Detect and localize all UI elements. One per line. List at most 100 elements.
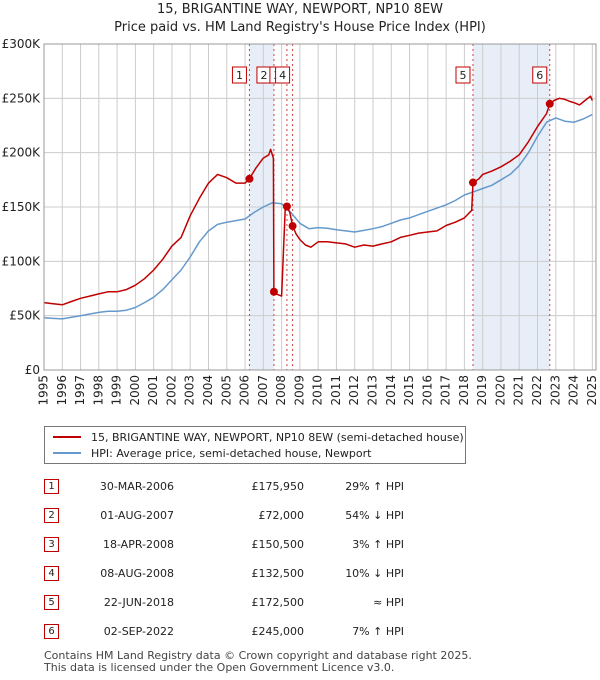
sale-point <box>545 99 554 108</box>
x-tick-label: 2025 <box>585 375 599 406</box>
x-tick-label: 1999 <box>110 375 124 406</box>
sale-label: 5 <box>459 69 466 82</box>
x-tick-label: 2002 <box>164 375 178 406</box>
sale-label-box <box>231 66 247 84</box>
x-tick-label: 2005 <box>219 375 233 406</box>
sale-number-badge: 5 <box>44 595 59 610</box>
sale-date: 02-SEP-2022 <box>103 625 174 638</box>
grid-layer <box>43 43 596 371</box>
sale-date: 01-AUG-2007 <box>100 509 174 522</box>
y-tick-label: £0 <box>25 363 40 377</box>
x-tick-label: 2021 <box>512 375 526 406</box>
x-tick-label: 2015 <box>402 375 416 406</box>
sale-hpi-diff: 7% ↑ HPI <box>352 625 404 638</box>
sale-number-badge: 3 <box>44 537 59 552</box>
sale-number-badge: 6 <box>44 624 59 639</box>
legend-label-property: 15, BRIGANTINE WAY, NEWPORT, NP10 8EW (s… <box>91 430 464 444</box>
sale-date: 30-MAR-2006 <box>99 480 174 493</box>
sale-point <box>282 202 291 211</box>
sale-number-badge: 1 <box>44 479 59 494</box>
x-tick-label: 2009 <box>292 375 306 406</box>
sale-label: 6 <box>536 69 543 82</box>
x-tick-label: 2000 <box>128 375 142 406</box>
x-tick-label: 2010 <box>311 375 325 406</box>
sale-point <box>269 287 278 296</box>
footer-licence: This data is licensed under the Open Gov… <box>44 661 395 674</box>
sale-date: 22-JUN-2018 <box>103 596 174 609</box>
y-tick-label: £250K <box>2 91 42 105</box>
sale-number-badge: 4 <box>44 566 59 581</box>
table-row: 6 02-SEP-2022 £245,000 7% ↑ HPI <box>44 617 404 646</box>
sale-hpi-diff: 10% ↓ HPI <box>345 567 404 580</box>
legend-label-hpi: HPI: Average price, semi-detached house,… <box>91 446 372 460</box>
x-tick-label: 2022 <box>530 375 544 406</box>
sale-point <box>288 222 297 231</box>
sale-hpi-diff: 54% ↓ HPI <box>345 509 404 522</box>
x-tick-label: 1998 <box>91 375 105 406</box>
x-tick-label: 2017 <box>439 375 453 406</box>
sale-price: £245,000 <box>251 625 305 638</box>
x-tick-label: 1997 <box>73 375 87 406</box>
legend-item-property: 15, BRIGANTINE WAY, NEWPORT, NP10 8EW (s… <box>53 429 464 445</box>
sale-label: 2 <box>260 69 267 82</box>
sale-price: £132,500 <box>251 567 305 580</box>
sale-point <box>245 174 254 183</box>
sale-label-box <box>455 66 471 84</box>
sale-point <box>468 178 477 187</box>
x-tick-label: 2016 <box>420 375 434 406</box>
plot-frame <box>43 43 597 371</box>
x-tick-label: 1996 <box>55 375 69 406</box>
sale-price: £175,950 <box>251 480 305 493</box>
x-tick-label: 2004 <box>201 375 215 406</box>
price-chart: 123456 £0£50K£100K£150K£200K£250K£300K19… <box>2 37 599 406</box>
x-tick-label: 2007 <box>256 375 270 406</box>
sale-hpi-diff: 29% ↑ HPI <box>345 480 404 493</box>
sale-number-badge: 2 <box>44 508 59 523</box>
sale-price: £150,500 <box>251 538 305 551</box>
x-tick-label: 2014 <box>384 375 398 406</box>
x-tick-label: 2006 <box>238 375 252 406</box>
sale-hpi-diff: 3% ↑ HPI <box>352 538 404 551</box>
sale-price: £172,500 <box>251 596 305 609</box>
x-tick-label: 2013 <box>366 375 380 406</box>
x-tick-label: 2003 <box>183 375 197 406</box>
x-tick-label: 2024 <box>567 375 581 406</box>
x-tick-label: 2008 <box>274 375 288 406</box>
table-row: 5 22-JUN-2018 £172,500 ≈ HPI <box>44 588 404 617</box>
table-row: 4 08-AUG-2008 £132,500 10% ↓ HPI <box>44 559 404 588</box>
sale-label-box <box>275 66 291 84</box>
x-tick-label: 2011 <box>329 375 343 406</box>
sale-price: £72,000 <box>258 509 305 522</box>
x-tick-label: 1995 <box>37 375 51 406</box>
sale-date: 18-APR-2008 <box>102 538 174 551</box>
sale-date: 08-AUG-2008 <box>100 567 174 580</box>
table-row: 2 01-AUG-2007 £72,000 54% ↓ HPI <box>44 501 404 530</box>
sale-hpi-diff: ≈ HPI <box>373 596 404 609</box>
hpi-line <box>43 113 593 320</box>
sale-label: 4 <box>279 69 286 82</box>
legend-item-hpi: HPI: Average price, semi-detached house,… <box>53 445 371 461</box>
x-tick-label: 2018 <box>457 375 471 406</box>
chart-title: 15, BRIGANTINE WAY, NEWPORT, NP10 8EW <box>156 2 444 17</box>
legend: 15, BRIGANTINE WAY, NEWPORT, NP10 8EW (s… <box>44 426 466 464</box>
series-layer <box>43 95 593 320</box>
y-tick-label: £200K <box>2 146 42 160</box>
x-tick-label: 2012 <box>347 375 361 406</box>
x-tick-label: 2023 <box>548 375 562 406</box>
legend-swatch-property <box>53 436 81 438</box>
table-row: 1 30-MAR-2006 £175,950 29% ↑ HPI <box>44 472 404 501</box>
x-tick-label: 2020 <box>493 375 507 406</box>
sale-lines-layer <box>248 44 551 370</box>
x-tick-label: 2019 <box>475 375 489 406</box>
footer-copyright: Contains HM Land Registry data © Crown c… <box>44 649 472 662</box>
y-tick-label: £100K <box>2 254 42 268</box>
property-price-line <box>43 95 593 306</box>
legend-swatch-hpi <box>53 452 81 454</box>
table-row: 3 18-APR-2008 £150,500 3% ↑ HPI <box>44 530 404 559</box>
y-tick-label: £50K <box>9 309 41 323</box>
y-tick-label: £300K <box>2 37 42 51</box>
chart-subtitle: Price paid vs. HM Land Registry's House … <box>114 20 486 35</box>
footer: Contains HM Land Registry data © Crown c… <box>44 650 472 674</box>
sale-label-box <box>532 66 548 84</box>
